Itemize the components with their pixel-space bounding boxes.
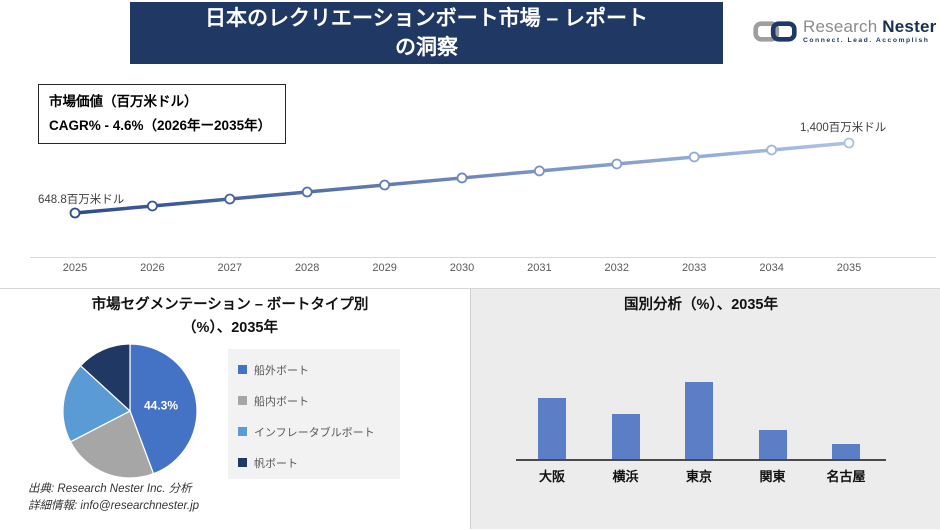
year-tick-label: 2029	[372, 262, 397, 274]
year-tick-label: 2035	[836, 262, 862, 274]
logo-word-research: Research	[803, 17, 878, 36]
bar-名古屋	[832, 444, 860, 459]
bar-横浜	[611, 414, 640, 459]
source-footer: 出典: Research Nester Inc. 分析 詳細情報: info@r…	[28, 481, 199, 515]
pie-chart-title: 市場セグメンテーション – ボートタイプ別 （%）、2035年	[10, 294, 450, 340]
bar-関東	[758, 430, 787, 459]
year-tick-label: 2031	[527, 262, 552, 274]
year-tick-label: 2034	[759, 262, 784, 274]
line-start-value-label: 648.8百万米ドル	[38, 194, 125, 206]
line-chart-svg	[69, 137, 855, 219]
bar-category-label: 東京	[685, 469, 712, 484]
legend-item: 帆ボート	[238, 457, 400, 470]
bottom-section: 市場セグメンテーション – ボートタイプ別 （%）、2035年 44.3% 船外…	[0, 288, 940, 529]
market-value-label: 市場価値（百万米ドル）	[49, 94, 198, 109]
year-tick-label: 2026	[140, 262, 165, 274]
research-nester-logo: Research Nester Connect. Lead. Accomplis…	[752, 16, 936, 46]
line-data-point	[843, 137, 855, 149]
year-tick-label: 2027	[217, 262, 243, 274]
line-end-value-label: 1,400百万米ドル	[800, 122, 887, 134]
pie-percentage-label: 44.3%	[144, 398, 178, 412]
page-title-line1: 日本のレクリエーションボート市場 – レポート	[205, 7, 648, 30]
line-data-point	[611, 158, 623, 170]
legend-label: 船内ボート	[254, 395, 309, 408]
cagr-label: CAGR% - 4.6%（2026年ー2035年）	[49, 118, 272, 133]
bar-category-label: 横浜	[612, 469, 639, 484]
legend-label: 船外ボート	[254, 364, 309, 377]
year-tick-label: 2025	[62, 262, 88, 274]
legend-swatch-icon	[238, 458, 247, 467]
legend-item: 船内ボート	[238, 395, 400, 408]
pie-title-line2: （%）、2035年	[182, 320, 278, 336]
line-data-point	[534, 165, 545, 177]
legend-label: インフレータブルボート	[254, 426, 375, 439]
legend-swatch-icon	[238, 427, 247, 436]
legend-swatch-icon	[238, 396, 247, 405]
source-line: 出典: Research Nester Inc. 分析	[28, 483, 192, 495]
pie-slice	[129, 343, 198, 475]
bar-chart-title: 国別分析（%）、2035年	[624, 297, 778, 313]
logo-tagline: Connect. Lead. Accomplish	[803, 37, 930, 44]
pie-slice	[62, 364, 132, 443]
page-title-line2: の洞察	[395, 36, 458, 59]
year-tick-label: 2033	[681, 262, 707, 274]
line-data-point	[379, 179, 391, 191]
line-data-point	[69, 207, 81, 219]
legend-label: 帆ボート	[254, 457, 298, 470]
pie-chart-panel: 市場セグメンテーション – ボートタイプ別 （%）、2035年 44.3% 船外…	[0, 289, 470, 529]
pie-title-line1: 市場セグメンテーション – ボートタイプ別	[91, 297, 369, 313]
line-data-point	[146, 200, 158, 212]
bar-category-label: 名古屋	[826, 469, 866, 484]
pie-slice	[79, 343, 131, 413]
bar-大阪	[538, 398, 566, 459]
year-tick-label: 2028	[294, 262, 320, 274]
legend-item: 船外ボート	[238, 364, 400, 377]
line-data-point	[766, 144, 777, 156]
line-chart-x-axis	[30, 257, 936, 258]
legend-item: インフレータブルボート	[238, 426, 400, 439]
bar-chart-x-axis	[516, 459, 886, 461]
contact-line: 詳細情報: info@researchnester.jp	[28, 500, 200, 512]
logo-word-nester: Nester	[882, 17, 937, 36]
line-data-point	[688, 151, 700, 163]
bar-chart-panel: 国別分析（%）、2035年 大阪 横浜 東京 関東 名古屋	[470, 289, 940, 529]
bar-東京	[685, 382, 713, 459]
year-tick-label: 2032	[604, 262, 630, 274]
line-data-point	[301, 186, 313, 198]
bar-category-label: 大阪	[538, 469, 565, 484]
line-data-point	[456, 172, 468, 184]
market-value-info-box: 市場価値（百万米ドル） CAGR% - 4.6%（2026年ー2035年）	[38, 84, 286, 144]
pie-slice	[69, 410, 155, 479]
legend-swatch-icon	[238, 365, 247, 374]
pie-legend: 船外ボート船内ボートインフレータブルボート 帆ボート	[228, 349, 400, 479]
logo-wordmark: Research Nester	[803, 18, 936, 36]
header-banner: 日本のレクリエーションボート市場 – レポート の洞察	[130, 2, 723, 64]
pie-chart-svg: 44.3%	[62, 343, 198, 479]
bar-category-label: 関東	[759, 469, 786, 484]
chain-links-icon	[753, 21, 797, 42]
line-data-point	[224, 193, 236, 205]
year-tick-label: 2030	[449, 262, 475, 274]
